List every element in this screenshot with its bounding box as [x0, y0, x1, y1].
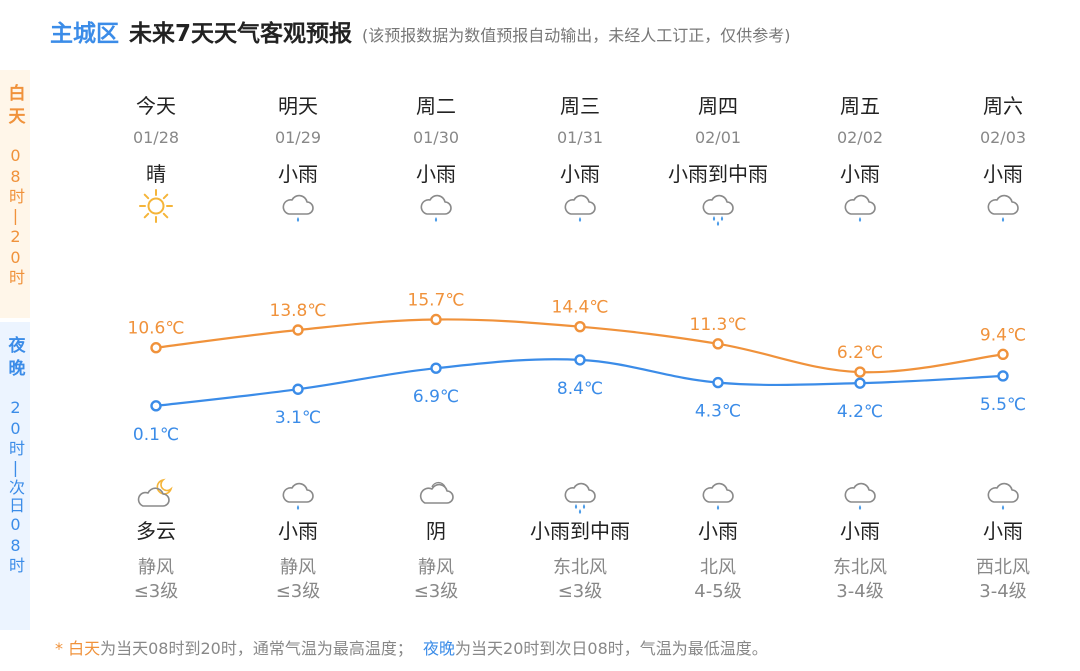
wind-level: 4-5级	[694, 581, 742, 602]
wind-direction: 东北风	[833, 557, 887, 578]
day-column: 今天 01/28 晴 多云 静风 ≤3级	[86, 0, 226, 671]
night-period-label: 夜晚 20时|次日08时	[0, 322, 30, 630]
wind-direction: 静风	[138, 557, 174, 578]
night-condition: 小雨	[698, 519, 738, 543]
day-period-label: 白天 08时|20时	[0, 70, 30, 318]
day-date: 02/02	[836, 128, 884, 147]
page-title: 未来7天天气客观预报	[129, 21, 353, 47]
wind-level: ≤3级	[133, 581, 179, 602]
day-time-range: 08时|20时	[6, 146, 25, 287]
wind-level: ≤3级	[557, 581, 603, 602]
day-name: 周五	[840, 94, 880, 118]
day-date: 01/28	[132, 128, 180, 147]
footer-night-word: 夜晚	[423, 639, 456, 658]
night-condition: 小雨	[840, 519, 880, 543]
day-name: 周三	[560, 94, 600, 118]
day-date: 02/01	[694, 128, 742, 147]
light-rain-icon	[560, 186, 600, 226]
day-condition: 晴	[146, 162, 166, 186]
footer-day-text: 为当天08时到20时，通常气温为最高温度；	[100, 639, 413, 658]
day-column: 周五 02/02 小雨 小雨 东北风 3-4级	[790, 0, 930, 671]
wind-level: 3-4级	[836, 581, 884, 602]
moderate-rain-icon	[560, 474, 600, 514]
night-condition: 小雨	[278, 519, 318, 543]
night-time-range: 20时|次日08时	[6, 398, 25, 575]
day-condition: 小雨	[840, 162, 880, 186]
wind-direction: 西北风	[976, 557, 1030, 578]
light-rain-icon	[840, 474, 880, 514]
night-label: 夜晚	[4, 336, 25, 382]
overcast-icon	[416, 474, 456, 514]
wind-level: ≤3级	[275, 581, 321, 602]
light-rain-icon	[698, 474, 738, 514]
day-date: 01/30	[412, 128, 460, 147]
day-column: 明天 01/29 小雨 小雨 静风 ≤3级	[228, 0, 368, 671]
day-column: 周二 01/30 小雨 阴 静风 ≤3级	[366, 0, 506, 671]
light-rain-icon	[840, 186, 880, 226]
forecast-header: 主城区 未来7天天气客观预报 (该预报数据为数值预报自动输出，未经人工订正，仅供…	[50, 14, 791, 48]
day-column: 周三 01/31 小雨 小雨到中雨 东北风 ≤3级	[510, 0, 650, 671]
day-condition: 小雨到中雨	[668, 162, 768, 186]
light-rain-icon	[983, 186, 1023, 226]
footer-legend: * 白天为当天08时到20时，通常气温为最高温度； 夜晚为当天20时到次日08时…	[55, 635, 768, 659]
day-name: 周二	[416, 94, 456, 118]
day-name: 今天	[136, 94, 176, 118]
day-date: 01/31	[556, 128, 604, 147]
day-condition: 小雨	[416, 162, 456, 186]
day-column: 周四 02/01 小雨到中雨 小雨 北风 4-5级	[648, 0, 788, 671]
night-condition: 多云	[136, 519, 176, 543]
wind-level: 3-4级	[979, 581, 1027, 602]
region-name: 主城区	[50, 21, 119, 47]
light-rain-icon	[416, 186, 456, 226]
day-column: 周六 02/03 小雨 小雨 西北风 3-4级	[933, 0, 1073, 671]
disclaimer-note: (该预报数据为数值预报自动输出，未经人工订正，仅供参考)	[362, 26, 791, 45]
day-name: 周六	[983, 94, 1023, 118]
cloudy-moon-icon	[136, 474, 176, 514]
wind-direction: 静风	[418, 557, 454, 578]
day-name: 明天	[278, 94, 318, 118]
day-condition: 小雨	[278, 162, 318, 186]
footer-day-word: 白天	[68, 639, 101, 658]
light-rain-icon	[278, 474, 318, 514]
wind-direction: 静风	[280, 557, 316, 578]
footer-night-text: 为当天20时到次日08时，气温为最低温度。	[455, 639, 768, 658]
wind-direction: 北风	[700, 557, 736, 578]
day-condition: 小雨	[560, 162, 600, 186]
moderate-rain-icon	[698, 186, 738, 226]
night-condition: 小雨	[983, 519, 1023, 543]
footer-star: *	[55, 639, 69, 658]
light-rain-icon	[983, 474, 1023, 514]
day-date: 01/29	[274, 128, 322, 147]
night-condition: 阴	[426, 519, 446, 543]
light-rain-icon	[278, 186, 318, 226]
night-condition: 小雨到中雨	[530, 519, 630, 543]
sun-icon	[136, 186, 176, 226]
day-condition: 小雨	[983, 162, 1023, 186]
day-label: 白天	[4, 84, 25, 130]
wind-direction: 东北风	[553, 557, 607, 578]
wind-level: ≤3级	[413, 581, 459, 602]
day-name: 周四	[698, 94, 738, 118]
day-date: 02/03	[979, 128, 1027, 147]
